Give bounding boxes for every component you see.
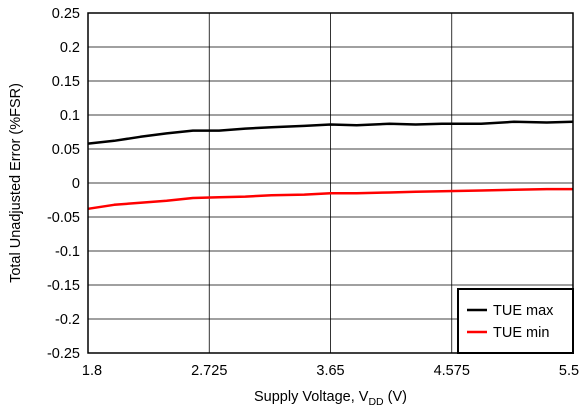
legend-box [458, 289, 573, 353]
y-tick-label: 0.2 [60, 40, 80, 56]
legend-label: TUE max [493, 303, 554, 319]
y-tick-label: 0.15 [52, 74, 80, 90]
x-axis-title: Supply Voltage, VDD (V) [254, 389, 407, 408]
x-tick-label: 4.575 [434, 363, 470, 379]
x-axis-title-main: Supply Voltage, V [254, 389, 369, 405]
x-tick-labels: 1.8 2.725 3.65 4.575 5.5 [82, 363, 579, 379]
legend: TUE max TUE min [458, 289, 573, 353]
x-tick-label: 2.725 [191, 363, 227, 379]
y-tick-label: 0.25 [52, 6, 80, 22]
x-axis-title-suffix: (V) [384, 389, 407, 405]
y-tick-label: -0.2 [55, 312, 80, 328]
x-tick-label: 5.5 [559, 363, 579, 379]
y-tick-label: -0.15 [47, 278, 80, 294]
legend-label: TUE min [493, 325, 549, 341]
x-axis-title-subscript: DD [368, 396, 384, 408]
y-tick-label: -0.1 [55, 244, 80, 260]
y-tick-label: -0.05 [47, 210, 80, 226]
y-tick-label: 0 [72, 176, 80, 192]
x-tick-label: 1.8 [82, 363, 102, 379]
y-tick-label: -0.25 [47, 346, 80, 362]
y-axis-title: Total Unadjusted Error (%FSR) [8, 83, 24, 283]
y-tick-label: 0.05 [52, 142, 80, 158]
y-tick-label: 0.1 [60, 108, 80, 124]
y-tick-labels: 0.25 0.2 0.15 0.1 0.05 0 -0.05 -0.1 -0.15 -0.2 -0.… [47, 6, 80, 362]
x-tick-label: 3.65 [316, 363, 344, 379]
